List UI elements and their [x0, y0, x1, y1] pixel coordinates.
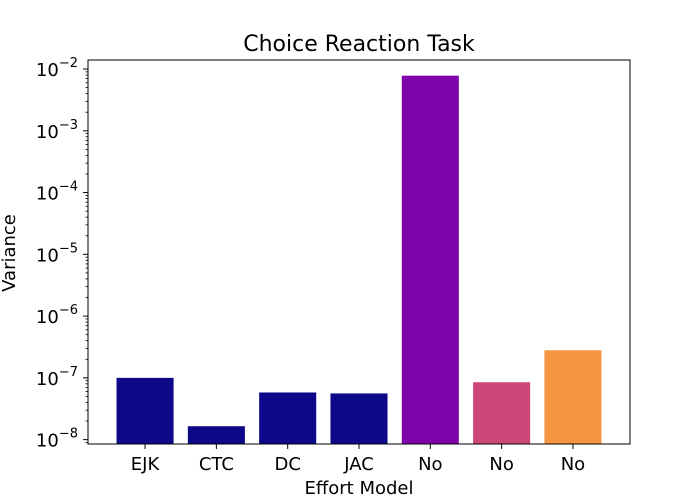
y-tick-label-2: 10−6	[36, 303, 78, 328]
y-tick-base: 10	[36, 122, 59, 143]
x-tick-label-6: No	[561, 454, 585, 475]
x-axis-ticks: EJK CTC DC JAC No No No	[131, 444, 585, 475]
bar-6	[544, 350, 602, 444]
y-tick-label-0: 10−8	[36, 427, 78, 452]
bar-1	[187, 426, 245, 444]
y-tick-base: 10	[36, 369, 59, 390]
bar-0	[116, 377, 174, 444]
x-tick-label-0: EJK	[131, 454, 161, 475]
y-tick-base: 10	[36, 60, 59, 81]
x-tick-label-4: No	[418, 454, 442, 475]
y-tick-label-4: 10−4	[36, 180, 78, 205]
y-tick-label-1: 10−7	[36, 365, 78, 390]
y-tick-exponent: −2	[59, 56, 78, 71]
y-tick-exponent: −8	[59, 427, 78, 442]
bar-3	[330, 393, 388, 444]
bar-2	[259, 392, 317, 444]
x-tick-label-3: JAC	[343, 454, 374, 475]
chart-title: Choice Reaction Task	[243, 32, 475, 57]
x-axis-title: Effort Model	[304, 478, 413, 499]
y-tick-base: 10	[36, 307, 59, 328]
y-tick-base: 10	[36, 184, 59, 205]
x-tick-label-5: No	[489, 454, 513, 475]
y-tick-exponent: −4	[59, 180, 78, 195]
y-axis-title: Variance	[0, 214, 20, 292]
bars-group	[116, 75, 602, 444]
y-tick-exponent: −3	[59, 118, 78, 133]
bar-4	[401, 75, 459, 444]
y-tick-exponent: −6	[59, 303, 78, 318]
y-tick-exponent: −7	[59, 365, 78, 380]
bar-5	[473, 382, 531, 444]
y-tick-label-5: 10−3	[36, 118, 78, 143]
y-tick-label-3: 10−5	[36, 241, 78, 266]
y-tick-base: 10	[36, 431, 59, 452]
plot-frame	[87, 59, 631, 445]
y-tick-exponent: −5	[59, 241, 78, 256]
y-axis-ticks: 10−810−710−610−510−410−310−2	[36, 56, 88, 452]
y-tick-label-6: 10−2	[36, 56, 78, 81]
x-tick-label-2: DC	[274, 454, 300, 475]
y-tick-base: 10	[36, 245, 59, 266]
x-tick-label-1: CTC	[199, 454, 234, 475]
